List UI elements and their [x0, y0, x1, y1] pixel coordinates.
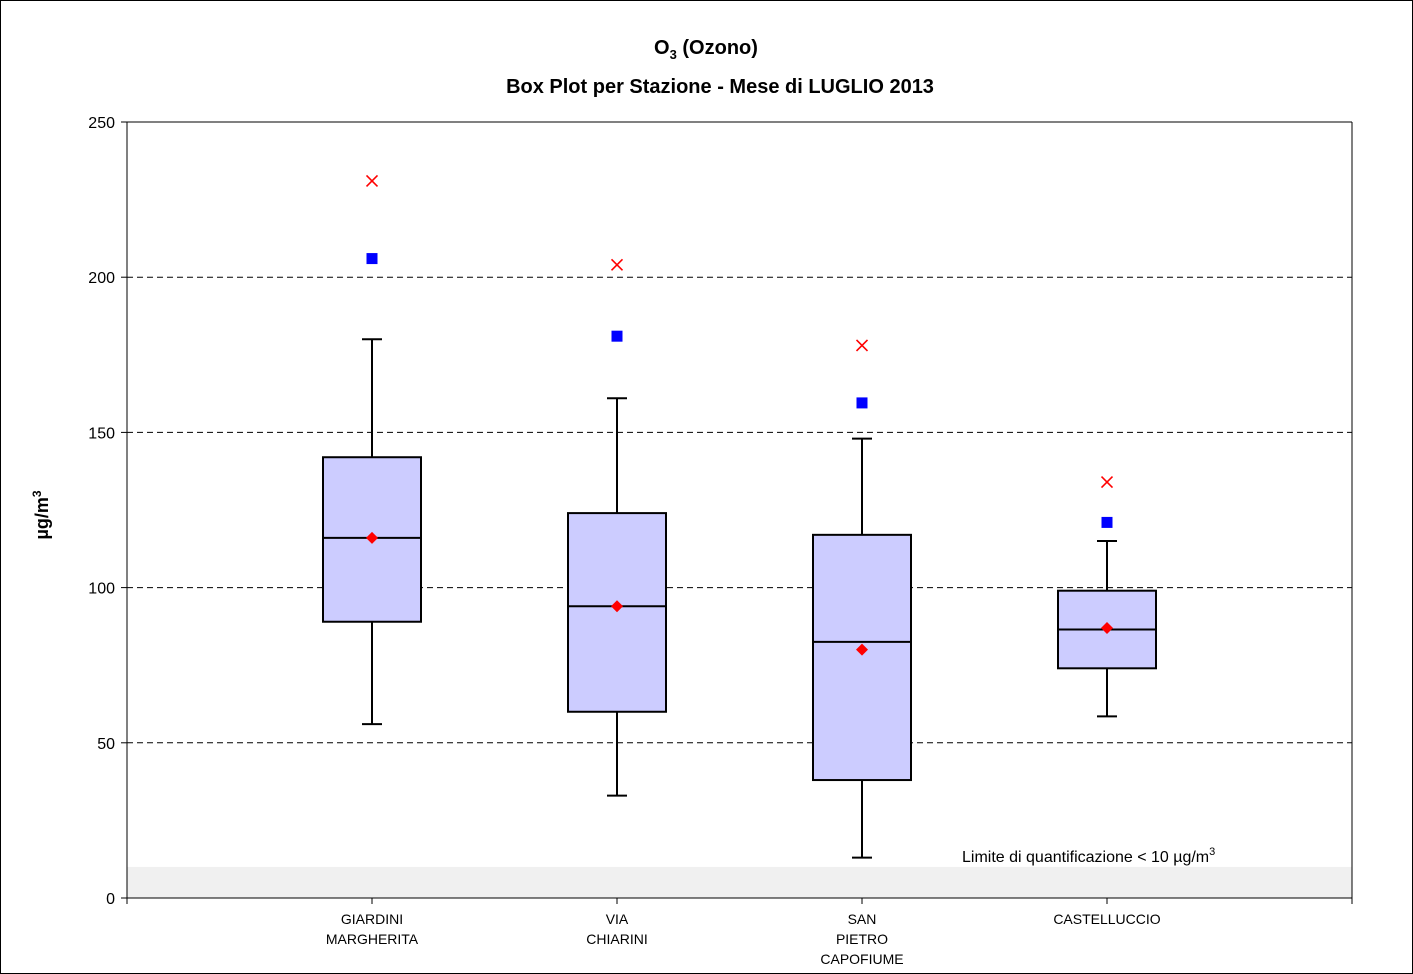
y-axis-label: µg/m3: [30, 490, 52, 539]
chart-title: O3 (Ozono): [654, 37, 758, 62]
square-marker: [856, 397, 868, 409]
square-marker: [611, 330, 623, 342]
y-tick-label: 200: [88, 270, 115, 287]
y-tick-label: 250: [88, 115, 115, 132]
mean-marker: [366, 531, 378, 544]
mean-marker: [611, 600, 623, 613]
mean-marker: [1101, 621, 1113, 634]
x-tick-label: SAN PIETRO CAPOFIUME: [820, 911, 903, 967]
y-tick-label: 50: [97, 736, 115, 753]
square-marker: [1101, 516, 1113, 528]
cross-marker: [365, 174, 379, 188]
quantification-note: Limite di quantificazione < 10 µg/m3: [962, 846, 1215, 866]
quantification-limit-band: [127, 866, 1352, 898]
x-tick-label: GIARDINI MARGHERITA: [326, 911, 419, 947]
cross-marker: [1100, 475, 1114, 489]
mean-marker: [856, 643, 868, 656]
x-tick-label: CASTELLUCCIO: [1053, 911, 1160, 927]
cross-marker: [855, 339, 869, 352]
y-tick-label: 0: [106, 891, 115, 908]
chart-subtitle: Box Plot per Stazione - Mese di LUGLIO 2…: [506, 76, 934, 98]
cross-marker: [610, 258, 624, 271]
x-tick-label: VIA CHIARINI: [586, 911, 647, 947]
box-iqr: [567, 512, 667, 713]
y-tick-label: 150: [88, 425, 115, 442]
y-tick-label: 100: [88, 581, 115, 598]
plot-area: 0 50 100 150 200 250 GIARDINI MARGHERITA VIA CHIA…: [88, 115, 1353, 967]
box-iqr: [812, 533, 912, 782]
square-marker: [366, 253, 378, 265]
